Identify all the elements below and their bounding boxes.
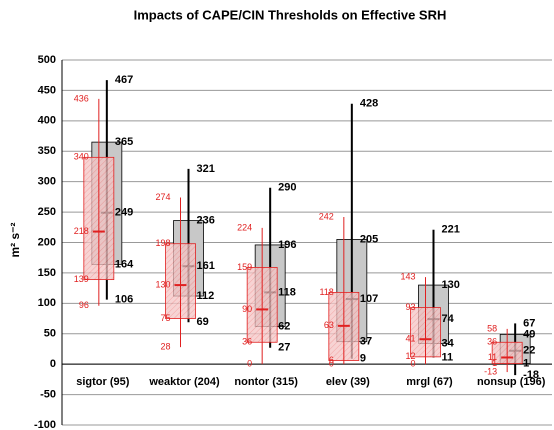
data-label: 93 — [405, 302, 415, 312]
data-label: 36 — [242, 337, 252, 347]
data-label: 106 — [115, 294, 133, 306]
data-label: 0 — [247, 359, 252, 369]
data-label: 28 — [160, 342, 170, 352]
data-label: 49 — [523, 328, 535, 340]
data-label: 139 — [74, 274, 89, 284]
data-label: 290 — [278, 182, 296, 194]
y-tick-label: 100 — [38, 297, 56, 309]
x-tick-label: nonsup (196) — [477, 376, 546, 388]
data-label: 143 — [400, 272, 415, 282]
data-label: 249 — [115, 207, 133, 219]
data-label: 1 — [492, 358, 497, 368]
data-label: 224 — [237, 222, 252, 232]
data-label: 130 — [155, 279, 170, 289]
data-label: 428 — [360, 98, 378, 110]
data-label: 41 — [405, 334, 415, 344]
data-label: 436 — [74, 93, 89, 103]
y-axis-label: m² s⁻² — [8, 222, 22, 257]
data-label: 62 — [278, 320, 290, 332]
data-label: 36 — [487, 337, 497, 347]
y-tick-label: 150 — [38, 267, 56, 279]
data-label: 90 — [242, 304, 252, 314]
y-tick-label: 400 — [38, 115, 56, 127]
data-label: 218 — [74, 226, 89, 236]
data-label: 467 — [115, 74, 133, 86]
data-label: 242 — [319, 211, 334, 221]
x-tick-label: mrgl (67) — [406, 376, 453, 388]
data-label: 6 — [329, 355, 334, 365]
y-tick-label: 500 — [38, 54, 56, 66]
x-tick-label: weaktor (204) — [148, 376, 220, 388]
data-label: 0 — [410, 359, 415, 369]
data-label: 221 — [442, 224, 460, 236]
data-label: 159 — [237, 262, 252, 272]
data-label: 58 — [487, 323, 497, 333]
y-tick-label: -50 — [40, 388, 56, 400]
y-tick-label: -100 — [34, 419, 56, 430]
data-label: -18 — [523, 369, 539, 381]
data-label: 69 — [197, 316, 209, 328]
data-label: 27 — [278, 342, 290, 354]
data-label: 0 — [329, 359, 334, 369]
x-tick-label: nontor (315) — [234, 376, 298, 388]
data-label: 74 — [442, 313, 455, 325]
y-tick-label: 250 — [38, 206, 56, 218]
x-tick-label: elev (39) — [326, 376, 370, 388]
data-label: 63 — [324, 320, 334, 330]
x-tick-label: sigtor (95) — [76, 376, 130, 388]
data-label: 75 — [160, 313, 170, 323]
data-label: 112 — [197, 290, 215, 302]
data-label: 118 — [278, 286, 296, 298]
data-label: 12 — [405, 351, 415, 361]
data-label: 9 — [360, 353, 366, 365]
data-label: 274 — [155, 192, 170, 202]
data-label: 161 — [197, 260, 215, 272]
data-label: 96 — [79, 300, 89, 310]
data-label: -13 — [484, 366, 497, 376]
data-label: 11 — [442, 351, 454, 363]
data-label: 365 — [115, 136, 133, 148]
y-tick-label: 200 — [38, 236, 56, 248]
data-label: 22 — [523, 345, 535, 357]
data-label: 1 — [523, 357, 529, 369]
data-label: 321 — [197, 163, 215, 175]
data-label: 107 — [360, 293, 378, 305]
data-label: 198 — [155, 238, 170, 248]
y-tick-label: 450 — [38, 84, 56, 96]
y-tick-label: 350 — [38, 145, 56, 157]
data-label: 196 — [278, 239, 296, 251]
data-label: 236 — [197, 215, 215, 227]
data-label: 11 — [488, 352, 497, 362]
data-label: 205 — [360, 233, 378, 245]
y-tick-label: 50 — [44, 328, 56, 340]
y-tick-label: 0 — [50, 358, 56, 370]
data-label: 67 — [523, 317, 535, 329]
y-tick-label: 300 — [38, 176, 56, 188]
chart-title: Impacts of CAPE/CIN Thresholds on Effect… — [134, 7, 447, 22]
data-label: 164 — [115, 258, 134, 270]
data-label: 340 — [74, 152, 89, 162]
data-label: 37 — [360, 336, 372, 348]
data-label: 130 — [442, 279, 460, 291]
data-label: 118 — [319, 287, 333, 297]
data-label: 34 — [442, 337, 455, 349]
